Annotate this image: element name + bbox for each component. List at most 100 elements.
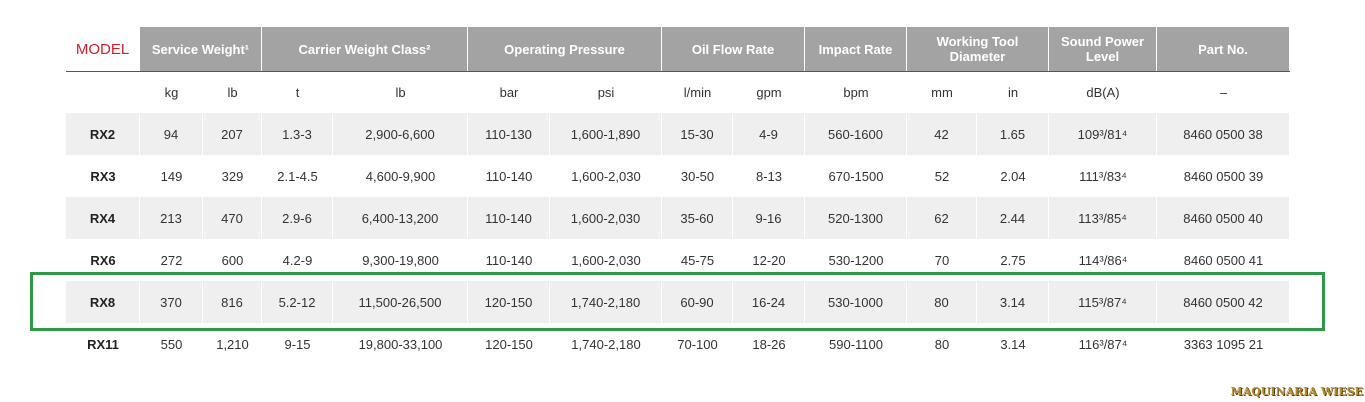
data-cell: 1.3-3 [262,113,333,155]
data-cell: 5.2-12 [262,281,333,323]
data-cell: 45-75 [680,252,715,268]
model-cell: RX3 [90,168,116,184]
header-rule [66,71,1290,72]
data-cell: 3.14 [1000,336,1026,352]
data-cell: 16-24 [733,281,805,323]
data-cell: 1.65 [977,113,1049,155]
data-cell: 2.1-4.5 [277,168,318,184]
row-highlight [30,272,1325,331]
data-cell: 816 [203,281,262,323]
data-cell: 8460 0500 40 [1157,197,1290,239]
data-cell: 60-90 [662,281,733,323]
data-cell: 109³/81⁴ [1049,113,1157,155]
data-cell: 1,210 [216,336,249,352]
data-cell: 1,600-2,030 [571,168,641,184]
data-cell: 1,600-1,890 [550,113,662,155]
data-cell: 9,300-19,800 [362,252,439,268]
data-cell: 149 [160,168,183,184]
data-cell: 8460 0500 38 [1157,113,1290,155]
data-cell: 35-60 [662,197,733,239]
data-cell: 520-1300 [805,197,907,239]
data-cell: 530-1000 [805,281,907,323]
unit-cell: l/min [683,85,712,100]
header-cell: Working Tool Diameter [907,27,1049,71]
data-cell: 6,400-13,200 [333,197,468,239]
unit-cell: in [1007,85,1019,100]
data-cell: 8460 0500 42 [1157,281,1290,323]
data-cell: 62 [907,197,977,239]
data-cell: 2,900-6,600 [333,113,468,155]
header-cell: Part No. [1157,27,1290,71]
data-cell: 560-1600 [805,113,907,155]
data-cell: 530-1200 [828,252,884,268]
data-cell: 8460 0500 41 [1183,252,1264,268]
data-cell: 111³/83⁴ [1079,168,1127,184]
data-cell: 114³/86⁴ [1078,252,1128,268]
data-cell: 670-1500 [828,168,884,184]
header-cell: Sound Power Level [1049,27,1157,71]
header-cell: Oil Flow Rate [662,27,805,71]
unit-cell: bar [499,85,519,100]
data-cell: 550 [160,336,183,352]
data-cell: 3.14 [977,281,1049,323]
model-cell: RX11 [87,336,119,352]
data-cell: 9-15 [284,336,311,352]
data-cell: 272 [160,252,183,268]
data-cell: 590-1100 [829,336,883,352]
header-cell: Operating Pressure [468,27,662,71]
data-cell: 12-20 [752,252,786,268]
watermark: MAQUINARIA WIESE [1230,385,1363,398]
data-cell: 19,800-33,100 [358,336,443,352]
data-cell: 15-30 [662,113,733,155]
data-cell: 113³/85⁴ [1049,197,1157,239]
data-cell: 9-16 [733,197,805,239]
data-cell: 80 [907,281,977,323]
data-cell: 213 [140,197,203,239]
data-cell: 1,600-2,030 [550,197,662,239]
data-cell: 4.2-9 [282,252,313,268]
data-cell: 42 [907,113,977,155]
data-cell: 30-50 [680,168,715,184]
unit-cell: bpm [843,85,869,100]
data-cell: 2.04 [1000,168,1026,184]
model-cell: RX6 [90,252,116,268]
header-cell: Carrier Weight Class² [262,27,468,71]
data-cell: 1,740-2,180 [571,336,641,352]
unit-cell: gpm [756,85,782,100]
data-cell: 110-130 [468,113,550,155]
data-cell: 94 [140,113,203,155]
data-cell: 1,600-2,030 [571,252,641,268]
data-cell: 115³/87⁴ [1049,281,1157,323]
unit-cell: lb [395,85,406,100]
data-cell: 600 [221,252,244,268]
data-cell: 70 [934,252,950,268]
data-cell: 207 [203,113,262,155]
data-cell: 110-140 [485,252,533,268]
header-cell: MODEL [66,27,140,71]
data-cell: 4,600-9,900 [365,168,436,184]
model-cell: RX8 [66,281,140,323]
model-cell: RX4 [66,197,140,239]
data-cell: 470 [203,197,262,239]
data-cell: 110-140 [485,168,533,184]
data-cell: 18-26 [752,336,786,352]
data-cell: 70-100 [677,336,718,352]
data-cell: 2.75 [1000,252,1026,268]
model-cell: RX2 [66,113,140,155]
data-cell: 370 [140,281,203,323]
data-cell: 11,500-26,500 [333,281,468,323]
data-cell: 80 [934,336,950,352]
data-cell: 2.9-6 [262,197,333,239]
data-cell: 120-150 [468,281,550,323]
unit-cell: mm [931,85,953,100]
unit-cell: t [295,85,300,100]
header-cell: Impact Rate [805,27,907,71]
data-cell: 116³/87⁴ [1078,336,1128,352]
data-cell: 2.44 [977,197,1049,239]
data-cell: 110-140 [468,197,550,239]
data-cell: 120-150 [485,336,533,352]
data-cell: 4-9 [733,113,805,155]
unit-cell: kg [164,85,179,100]
header-cell: Service Weight¹ [140,27,262,71]
